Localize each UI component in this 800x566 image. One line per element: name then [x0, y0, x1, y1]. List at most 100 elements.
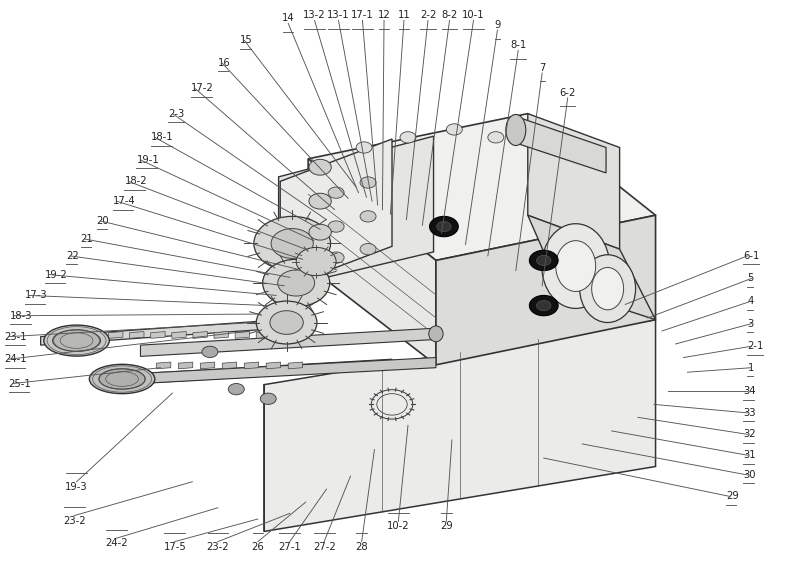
- Polygon shape: [244, 362, 258, 369]
- Text: 23-2: 23-2: [63, 516, 86, 526]
- Text: 23-2: 23-2: [206, 542, 230, 552]
- Text: 23-1: 23-1: [5, 332, 27, 342]
- Circle shape: [430, 216, 458, 237]
- Polygon shape: [150, 332, 165, 338]
- Circle shape: [309, 193, 331, 209]
- Text: 10-1: 10-1: [462, 10, 485, 20]
- Polygon shape: [178, 362, 193, 369]
- Polygon shape: [214, 332, 229, 338]
- Polygon shape: [97, 359, 392, 386]
- Text: 7: 7: [539, 63, 546, 73]
- Circle shape: [360, 177, 376, 188]
- Text: 11: 11: [398, 10, 410, 20]
- Text: 6-2: 6-2: [559, 88, 576, 98]
- Polygon shape: [141, 358, 436, 384]
- Text: 5: 5: [747, 273, 754, 284]
- Text: 2-2: 2-2: [420, 10, 436, 20]
- Text: 18-1: 18-1: [151, 132, 174, 142]
- Text: 3: 3: [747, 319, 754, 329]
- Text: 17-5: 17-5: [163, 542, 186, 552]
- Text: 24-1: 24-1: [5, 354, 27, 365]
- Ellipse shape: [556, 241, 596, 291]
- Polygon shape: [130, 332, 144, 338]
- Text: 21: 21: [81, 234, 94, 244]
- Polygon shape: [278, 136, 434, 289]
- Text: 13-1: 13-1: [327, 10, 350, 20]
- Text: 28: 28: [355, 542, 368, 552]
- Polygon shape: [280, 139, 392, 289]
- Polygon shape: [222, 362, 237, 369]
- Polygon shape: [528, 114, 620, 249]
- Ellipse shape: [53, 330, 101, 351]
- Text: 10-2: 10-2: [387, 521, 410, 531]
- Circle shape: [360, 243, 376, 255]
- Text: 32: 32: [743, 430, 756, 439]
- Circle shape: [228, 384, 244, 395]
- Text: 17-3: 17-3: [25, 290, 47, 301]
- Ellipse shape: [429, 326, 443, 342]
- Text: 18-3: 18-3: [10, 311, 33, 321]
- Circle shape: [356, 142, 372, 153]
- Polygon shape: [109, 332, 123, 338]
- Polygon shape: [235, 332, 250, 338]
- Polygon shape: [256, 332, 270, 338]
- Text: 19-1: 19-1: [137, 155, 159, 165]
- Text: 22: 22: [66, 251, 79, 261]
- Text: 18-2: 18-2: [125, 177, 147, 186]
- Polygon shape: [436, 215, 655, 365]
- Text: 17-2: 17-2: [190, 83, 214, 93]
- Polygon shape: [528, 215, 655, 320]
- Circle shape: [537, 255, 551, 265]
- Polygon shape: [157, 362, 170, 369]
- Ellipse shape: [90, 365, 155, 394]
- Polygon shape: [141, 328, 436, 357]
- Circle shape: [328, 252, 344, 263]
- Circle shape: [437, 221, 451, 231]
- Text: 2-1: 2-1: [747, 341, 764, 351]
- Text: 19-2: 19-2: [45, 269, 67, 280]
- Text: 4: 4: [747, 296, 754, 306]
- Circle shape: [270, 311, 303, 335]
- Ellipse shape: [580, 255, 635, 323]
- Polygon shape: [41, 320, 282, 345]
- Text: 24-2: 24-2: [105, 538, 128, 548]
- Circle shape: [254, 216, 330, 271]
- Circle shape: [530, 295, 558, 316]
- Text: 29: 29: [440, 521, 453, 531]
- Text: 27-1: 27-1: [278, 542, 301, 552]
- Text: 9: 9: [494, 20, 501, 30]
- Text: 33: 33: [743, 408, 756, 418]
- Polygon shape: [200, 362, 214, 369]
- Circle shape: [202, 346, 218, 358]
- Text: 17-1: 17-1: [351, 10, 374, 20]
- Circle shape: [328, 187, 344, 198]
- Text: 8-2: 8-2: [442, 10, 458, 20]
- Circle shape: [262, 259, 330, 307]
- Polygon shape: [308, 159, 436, 365]
- Text: 34: 34: [743, 387, 756, 396]
- Text: 25-1: 25-1: [9, 379, 31, 388]
- Ellipse shape: [44, 325, 110, 356]
- Text: 8-1: 8-1: [510, 40, 526, 50]
- Circle shape: [530, 250, 558, 271]
- Text: 19-3: 19-3: [66, 482, 88, 492]
- Text: 20: 20: [97, 216, 109, 226]
- Circle shape: [278, 270, 314, 296]
- Ellipse shape: [506, 114, 526, 145]
- Text: 13-2: 13-2: [303, 10, 326, 20]
- Circle shape: [309, 160, 331, 175]
- Circle shape: [296, 247, 336, 276]
- Text: 2-3: 2-3: [169, 109, 185, 119]
- Circle shape: [537, 301, 551, 311]
- Polygon shape: [193, 332, 207, 338]
- Polygon shape: [264, 320, 655, 531]
- Text: 30: 30: [743, 470, 756, 480]
- Circle shape: [360, 211, 376, 222]
- Polygon shape: [308, 114, 655, 260]
- Ellipse shape: [592, 268, 624, 310]
- Text: 12: 12: [378, 10, 390, 20]
- Circle shape: [328, 221, 344, 232]
- Polygon shape: [172, 332, 186, 338]
- Text: 27-2: 27-2: [313, 542, 335, 552]
- Ellipse shape: [99, 369, 146, 389]
